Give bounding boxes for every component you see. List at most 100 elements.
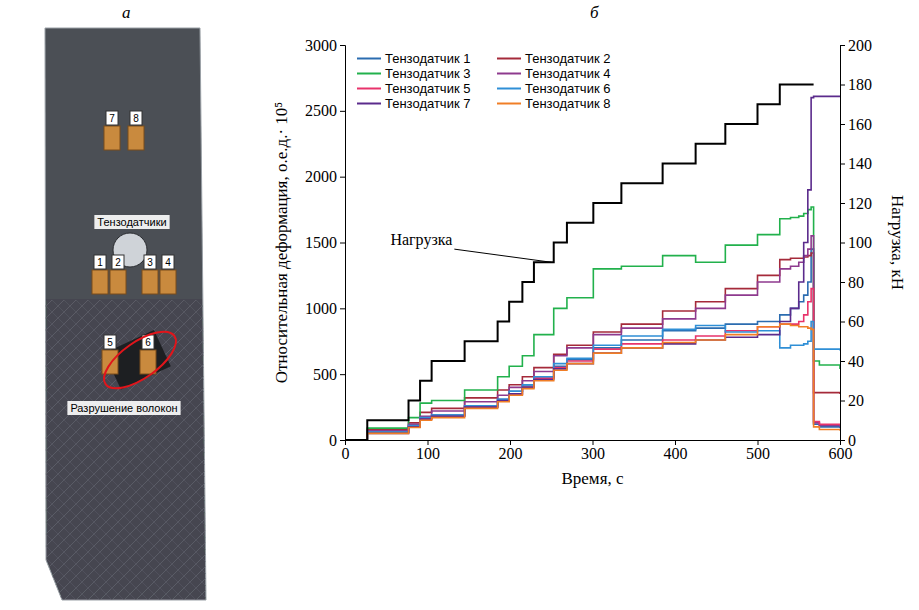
- tick: 2000: [305, 168, 345, 185]
- fiber: [0, 300, 172, 600]
- fiber: [40, 300, 340, 600]
- fiber: [376, 300, 676, 600]
- tick: 0: [840, 432, 856, 449]
- label-patch: [94, 215, 169, 229]
- legend-label: Тензодатчик 1: [385, 51, 470, 66]
- tick: 0: [329, 432, 345, 449]
- legend-background: [353, 49, 637, 113]
- tick: 160: [840, 116, 872, 133]
- fiber: [0, 300, 4, 600]
- tick-mark: [593, 440, 594, 445]
- fiber: [88, 300, 388, 600]
- fiber: [0, 300, 52, 600]
- gauge-number-box: [112, 255, 124, 269]
- strain-gauge: [140, 350, 156, 374]
- damage-outline: [95, 321, 184, 399]
- fiber: [0, 300, 256, 600]
- fiber: [268, 300, 568, 600]
- fiber: [52, 300, 352, 600]
- fiber: [52, 300, 352, 600]
- legend-swatch: [357, 58, 381, 60]
- fiber: [388, 300, 688, 600]
- tick-label: 2000: [305, 168, 337, 185]
- gauge-number: 3: [147, 257, 153, 268]
- fiber: [208, 300, 508, 600]
- fiber: [496, 300, 796, 600]
- tick-mark: [428, 440, 429, 445]
- strain-gauge: [92, 270, 108, 294]
- y-axis-line: [340, 46, 346, 441]
- legend-swatch: [497, 73, 521, 75]
- fiber: [64, 300, 364, 600]
- tick-label: 500: [313, 366, 337, 383]
- gauge-number-box: [106, 111, 118, 125]
- fiber: [0, 300, 16, 600]
- strain-gauge: [104, 126, 120, 150]
- series-line: [345, 236, 840, 440]
- tick-mark: [840, 401, 845, 402]
- fiber: [0, 300, 76, 600]
- tick-label: 300: [581, 445, 605, 462]
- tick-label: 0: [342, 445, 350, 462]
- fiber: [0, 300, 268, 600]
- gauges-label: Тензодатчики: [97, 216, 166, 228]
- tick-mark: [510, 440, 511, 445]
- legend-label: Тензодатчик 3: [385, 66, 470, 81]
- fiber: [172, 300, 472, 600]
- panel-letter: а: [122, 3, 131, 22]
- tick-mark: [840, 322, 845, 323]
- fiber: [0, 300, 232, 600]
- fiber: [388, 300, 688, 600]
- tick: 500: [313, 366, 345, 383]
- legend-swatch: [357, 88, 381, 90]
- tick-mark: [840, 45, 845, 46]
- tick-mark: [340, 45, 345, 46]
- tick-label: 20: [848, 392, 864, 409]
- fiber: [0, 300, 112, 600]
- x-axis-line: [346, 441, 841, 446]
- fiber: [400, 300, 700, 600]
- tick-label: 200: [848, 37, 872, 54]
- fiber: [0, 300, 4, 600]
- fiber: [148, 300, 448, 600]
- tick-label: 400: [664, 445, 688, 462]
- gauge-number-box: [130, 111, 142, 125]
- fiber: [0, 300, 268, 600]
- tick-label: 160: [848, 116, 872, 133]
- legend-swatch: [497, 58, 521, 60]
- tick-mark: [340, 374, 345, 375]
- tick-label: 120: [848, 195, 872, 212]
- gauge-number: 5: [107, 337, 113, 348]
- fiber: [76, 300, 376, 600]
- y2-axis: 020406080100120140160180200: [840, 37, 872, 449]
- legend-swatch: [357, 103, 381, 105]
- fiber: [184, 300, 484, 600]
- strain-gauge: [128, 126, 144, 150]
- panel-letter: б: [590, 3, 599, 22]
- tick-mark: [675, 440, 676, 445]
- tick-mark: [840, 361, 845, 362]
- fiber: [100, 300, 400, 600]
- fiber: [484, 300, 784, 600]
- tick-mark: [340, 308, 345, 309]
- legend-swatch: [497, 88, 521, 90]
- fiber: [412, 300, 712, 600]
- fiber: [0, 300, 28, 600]
- tick-mark: [840, 85, 845, 86]
- tick: 40: [840, 353, 864, 370]
- fiber: [0, 300, 88, 600]
- fiber: [0, 300, 52, 600]
- y-axis-title: Относительная деформация, о.е.д.· 10⁵: [272, 102, 291, 384]
- y-axis: 050010001500200025003000: [305, 37, 346, 449]
- tick-label: 140: [848, 155, 872, 172]
- figure: аб12345678ТензодатчикиРазрушение волокон…: [0, 0, 919, 610]
- fiber: [256, 300, 556, 600]
- tick: 2500: [305, 102, 345, 119]
- tick-label: 60: [848, 313, 864, 330]
- tick: 500: [746, 440, 770, 462]
- tick: 80: [840, 274, 864, 291]
- fiber: [0, 300, 208, 600]
- fiber: [16, 300, 316, 600]
- y2-axis-line: [841, 46, 846, 441]
- series-line: [345, 253, 840, 440]
